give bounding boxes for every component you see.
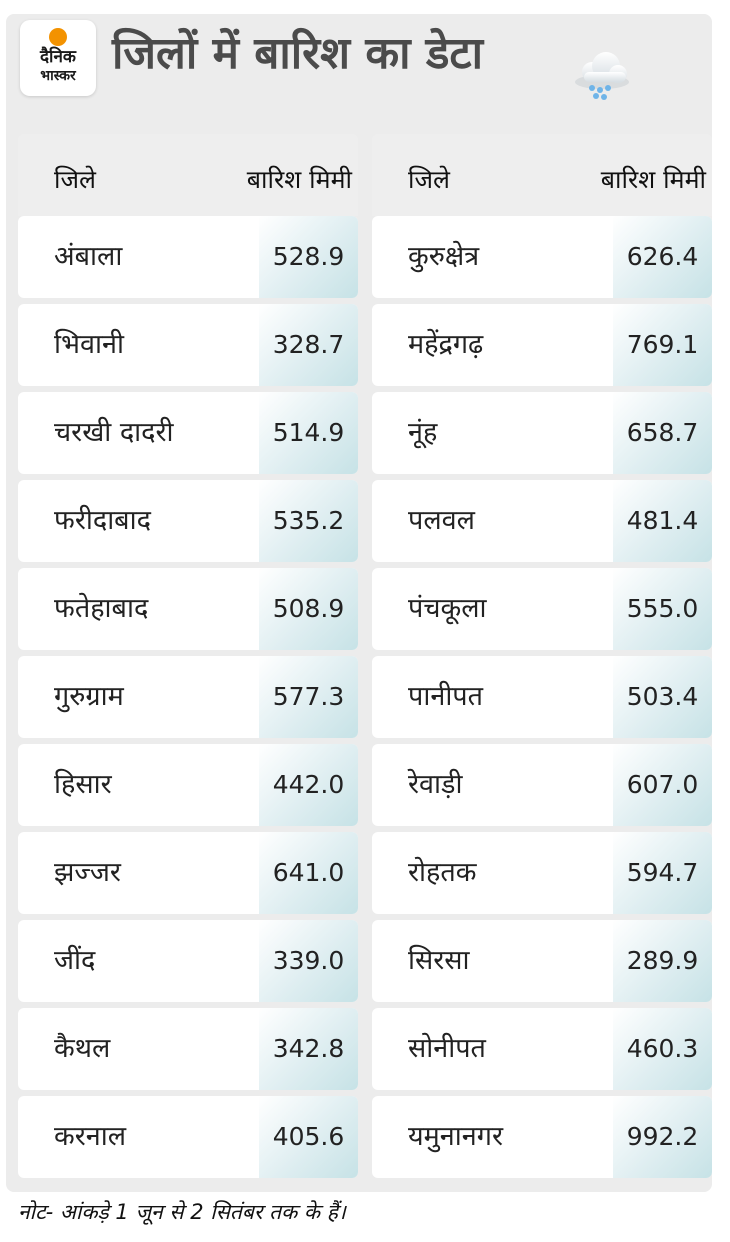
table-row: फतेहाबाद 508.9	[18, 568, 358, 650]
table-row: गुरुग्राम 577.3	[18, 656, 358, 738]
table-header: जिले बारिश मिमी	[372, 134, 712, 216]
table-row: पलवल 481.4	[372, 480, 712, 562]
column-header-rain: बारिश मिमी	[246, 165, 352, 194]
district-name: रोहतक	[408, 857, 477, 888]
column-header-district: जिले	[54, 165, 96, 194]
rainfall-value: 503.4	[613, 656, 712, 738]
district-name: यमुनानगर	[408, 1121, 504, 1152]
district-name: नूंह	[408, 417, 438, 448]
district-name: फतेहाबाद	[54, 593, 149, 624]
rainfall-value: 405.6	[259, 1096, 358, 1178]
district-name: अंबाला	[54, 241, 123, 272]
table-right: जिले बारिश मिमी कुरुक्षेत्र 626.4 महेंद्रग…	[372, 134, 712, 1178]
table-row: फरीदाबाद 535.2	[18, 480, 358, 562]
district-name: पानीपत	[408, 681, 484, 712]
rainfall-value: 769.1	[613, 304, 712, 386]
rainfall-value: 607.0	[613, 744, 712, 826]
rainfall-value: 992.2	[613, 1096, 712, 1178]
table-row: सोनीपत 460.3	[372, 1008, 712, 1090]
table-row: करनाल 405.6	[18, 1096, 358, 1178]
brand-logo: दैनिक भास्कर	[20, 20, 96, 96]
district-name: कैथल	[54, 1033, 111, 1064]
rainfall-value: 460.3	[613, 1008, 712, 1090]
district-name: गुरुग्राम	[54, 681, 124, 712]
rainfall-value: 626.4	[613, 216, 712, 298]
logo-text-line1: दैनिक	[40, 47, 76, 67]
table-row: चरखी दादरी 514.9	[18, 392, 358, 474]
column-header-rain: बारिश मिमी	[600, 165, 706, 194]
table-row: पंचकूला 555.0	[372, 568, 712, 650]
district-name: सोनीपत	[408, 1033, 486, 1064]
table-row: रोहतक 594.7	[372, 832, 712, 914]
district-name: पलवल	[408, 505, 475, 536]
district-name: सिरसा	[408, 945, 470, 976]
rainfall-value: 481.4	[613, 480, 712, 562]
rainfall-value: 289.9	[613, 920, 712, 1002]
table-row: यमुनानगर 992.2	[372, 1096, 712, 1178]
table-row: नूंह 658.7	[372, 392, 712, 474]
table-row: झज्जर 641.0	[18, 832, 358, 914]
rainfall-value: 328.7	[259, 304, 358, 386]
rainfall-value: 535.2	[259, 480, 358, 562]
table-left: जिले बारिश मिमी अंबाला 528.9 भिवानी 328.7 चर…	[18, 134, 358, 1178]
table-row: रेवाड़ी 607.0	[372, 744, 712, 826]
table-row: महेंद्रगढ़ 769.1	[372, 304, 712, 386]
district-name: महेंद्रगढ़	[408, 329, 484, 360]
table-row: सिरसा 289.9	[372, 920, 712, 1002]
district-name: फरीदाबाद	[54, 505, 151, 536]
table-row: अंबाला 528.9	[18, 216, 358, 298]
rainfall-value: 577.3	[259, 656, 358, 738]
rainfall-value: 342.8	[259, 1008, 358, 1090]
district-name: पंचकूला	[408, 593, 487, 624]
footnote: नोट- आंकड़े 1 जून से 2 सितंबर तक के हैं।	[18, 1200, 346, 1224]
rainfall-value: 528.9	[259, 216, 358, 298]
table-row: हिसार 442.0	[18, 744, 358, 826]
logo-sun-dot	[49, 28, 67, 46]
rainfall-value: 339.0	[259, 920, 358, 1002]
rainfall-value: 594.7	[613, 832, 712, 914]
table-row: कैथल 342.8	[18, 1008, 358, 1090]
rainfall-value: 514.9	[259, 392, 358, 474]
table-row: कुरुक्षेत्र 626.4	[372, 216, 712, 298]
column-header-district: जिले	[408, 165, 450, 194]
district-name: हिसार	[54, 769, 112, 800]
rainfall-value: 658.7	[613, 392, 712, 474]
district-name: कुरुक्षेत्र	[408, 241, 480, 272]
rainfall-value: 641.0	[259, 832, 358, 914]
page-title: जिलों में बारिश का डेटा	[112, 28, 483, 79]
table-row: पानीपत 503.4	[372, 656, 712, 738]
district-name: चरखी दादरी	[54, 417, 174, 448]
district-name: भिवानी	[54, 329, 124, 360]
table-row: जींद 339.0	[18, 920, 358, 1002]
rainfall-value: 508.9	[259, 568, 358, 650]
district-name: झज्जर	[54, 857, 121, 888]
rainfall-value: 442.0	[259, 744, 358, 826]
logo-text-line2: भास्कर	[40, 68, 76, 84]
district-name: करनाल	[54, 1121, 127, 1152]
rainfall-value: 555.0	[613, 568, 712, 650]
district-name: रेवाड़ी	[408, 769, 463, 800]
rain-cloud-icon	[575, 52, 629, 100]
table-row: भिवानी 328.7	[18, 304, 358, 386]
table-header: जिले बारिश मिमी	[18, 134, 358, 216]
district-name: जींद	[54, 945, 96, 976]
